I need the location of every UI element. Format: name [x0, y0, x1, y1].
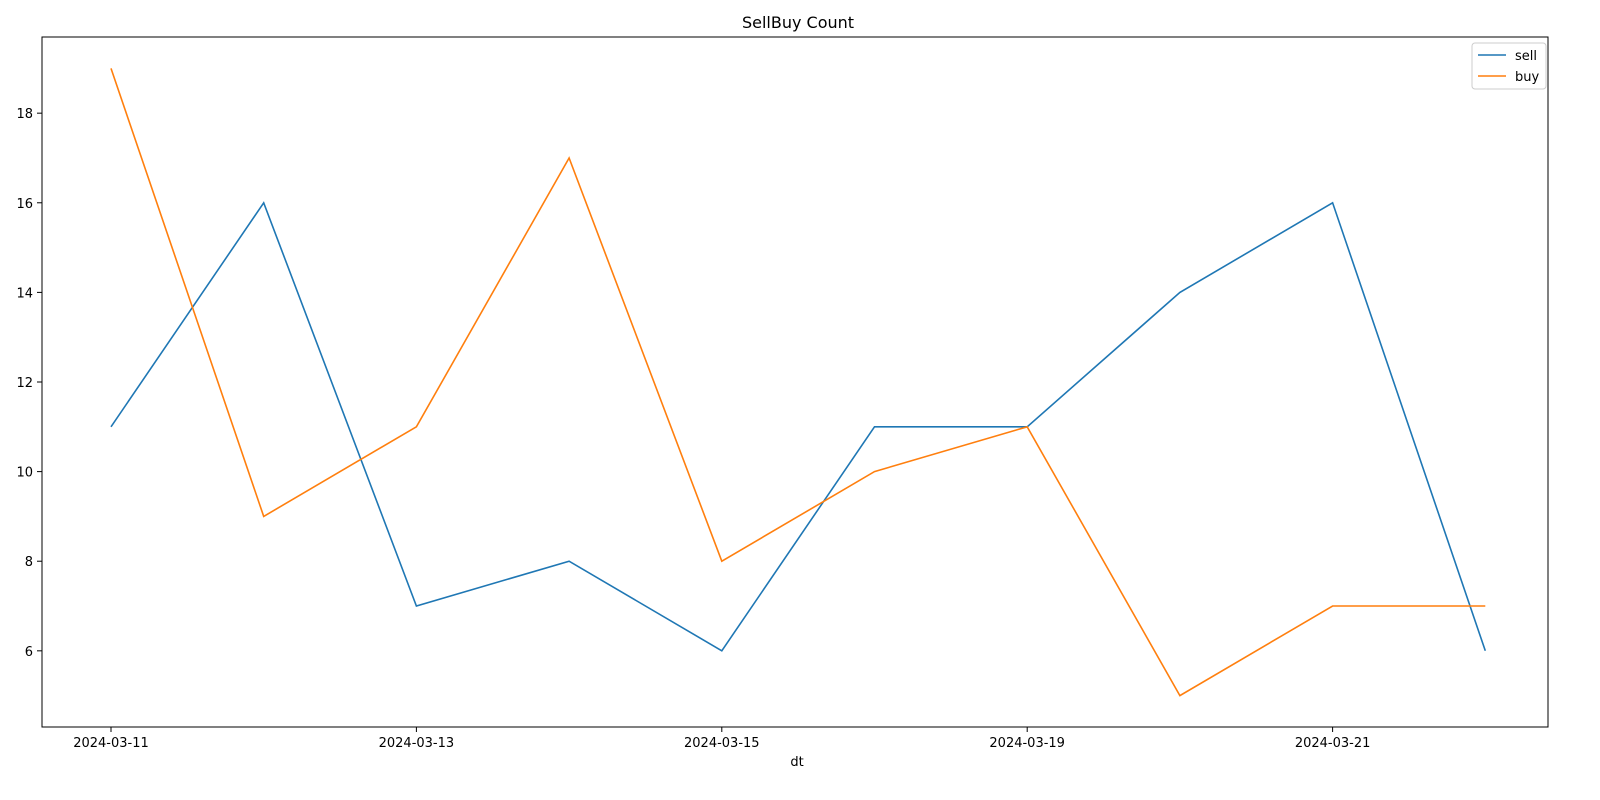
x-tick-label: 2024-03-21	[1295, 736, 1371, 751]
x-tick-label: 2024-03-19	[989, 736, 1065, 751]
y-tick-label: 18	[16, 107, 33, 122]
legend-label-sell: sell	[1515, 49, 1537, 64]
y-axis: 6 8 10 12 14 16 18	[16, 107, 42, 660]
y-tick-label: 12	[16, 376, 33, 391]
y-tick-label: 10	[16, 466, 33, 481]
series-layer	[110, 68, 1487, 697]
y-tick-label: 14	[16, 286, 33, 301]
y-tick-label: 8	[25, 555, 33, 570]
series-line-sell	[110, 201, 1487, 652]
y-tick-label: 6	[25, 645, 33, 660]
x-axis: 2024-03-11 2024-03-13 2024-03-15 2024-03-19…	[73, 727, 1370, 751]
chart-title: SellBuy Count	[742, 13, 854, 32]
legend-label-buy: buy	[1515, 70, 1539, 85]
legend: sell buy	[1471, 42, 1547, 90]
x-tick-label: 2024-03-15	[684, 736, 760, 751]
x-axis-label: dt	[790, 755, 803, 770]
series-line-buy	[110, 68, 1486, 697]
x-tick-label: 2024-03-13	[379, 736, 455, 751]
y-tick-label: 16	[16, 197, 33, 212]
plot-area	[41, 36, 1549, 728]
x-tick-label: 2024-03-11	[73, 736, 149, 751]
